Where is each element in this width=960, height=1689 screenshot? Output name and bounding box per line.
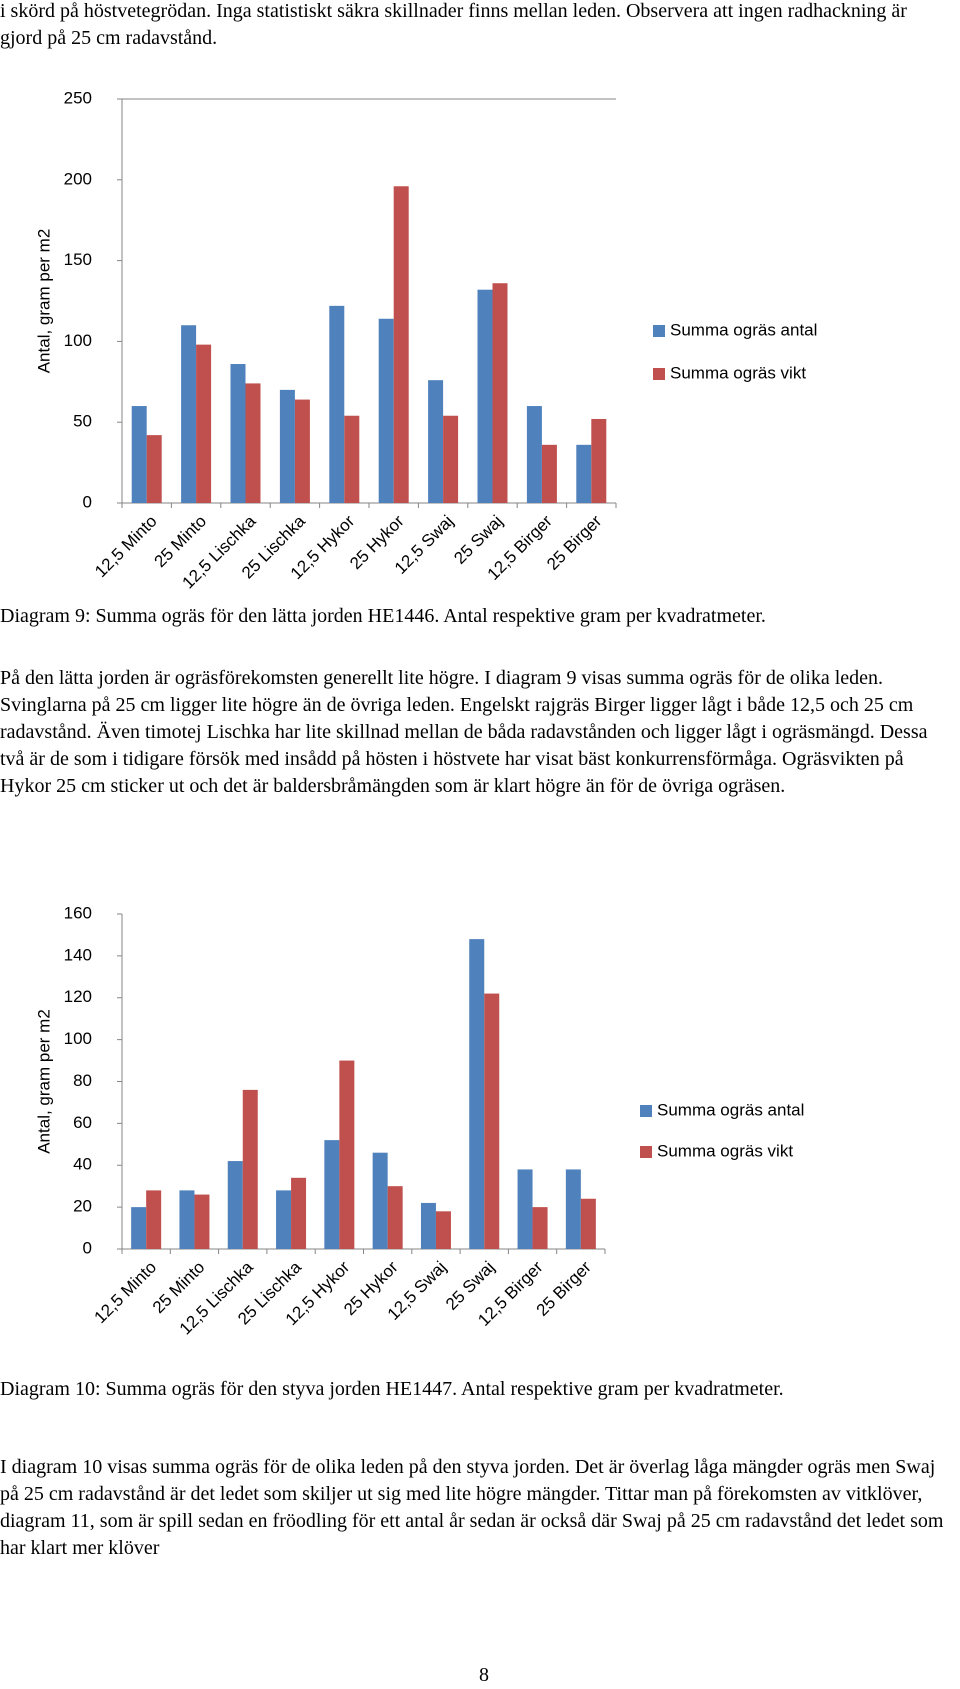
- bar: [242, 1089, 258, 1249]
- y-tick-label: 80: [73, 1071, 92, 1090]
- caption: Diagram 9: Summa ogräs för den lätta jor…: [0, 605, 766, 627]
- bar: [565, 1169, 581, 1249]
- y-tick-label: 60: [73, 1113, 92, 1132]
- x-tick-label: 25 Birger: [543, 511, 605, 573]
- x-tick-label: 12,5 Minto: [91, 1258, 161, 1328]
- bar: [526, 406, 542, 503]
- bar: [339, 1060, 355, 1249]
- bar: [435, 1211, 451, 1249]
- y-tick-label: 250: [64, 88, 92, 107]
- y-tick-label: 160: [64, 903, 92, 922]
- bar: [378, 318, 394, 503]
- bar: [387, 1186, 403, 1249]
- bar: [279, 389, 295, 503]
- y-axis-title: Antal, gram per m2: [34, 229, 53, 374]
- page-number: 8: [479, 1664, 489, 1686]
- chart: 0 50 100 150 200 250 Antal, gram per m2 12,5 Mi…: [34, 88, 817, 592]
- legend-swatch: [653, 368, 665, 380]
- caption: Diagram 10: Summa ogräs för den styva jo…: [0, 1378, 784, 1400]
- y-tick-label: 200: [64, 169, 92, 188]
- bar: [532, 1207, 548, 1249]
- bar: [146, 435, 162, 503]
- legend-label: Summa ogräs antal: [657, 1100, 804, 1119]
- bar: [477, 289, 493, 503]
- bar: [245, 383, 261, 503]
- bar: [591, 418, 607, 503]
- bar: [517, 1169, 533, 1249]
- bar: [324, 1140, 340, 1249]
- bar: [181, 325, 197, 503]
- bar: [329, 305, 345, 503]
- bar: [484, 993, 500, 1249]
- bar: [146, 1190, 162, 1249]
- chart: 0 20 40 60 80 100 120 140 160 Antal, gram per m2 1…: [34, 903, 804, 1338]
- paragraph: i skörd på höstvetegrödan. Inga statisti…: [0, 0, 907, 49]
- bar: [541, 444, 557, 503]
- y-tick-label: 0: [83, 1238, 92, 1257]
- y-tick-label: 140: [64, 945, 92, 964]
- bar: [131, 406, 147, 503]
- y-tick-label: 100: [64, 331, 92, 350]
- y-axis-title: Antal, gram per m2: [34, 1009, 53, 1154]
- bar: [576, 444, 592, 503]
- y-tick-label: 120: [64, 987, 92, 1006]
- x-tick-label: 12,5 Minto: [91, 512, 161, 582]
- bar: [227, 1161, 243, 1249]
- bar: [469, 939, 485, 1249]
- paragraph: I diagram 10 visas summa ogräs för de ol…: [0, 1456, 944, 1559]
- bar: [294, 399, 310, 503]
- bar: [428, 380, 444, 503]
- bar: [291, 1177, 307, 1249]
- bar: [372, 1152, 388, 1249]
- bar: [196, 344, 212, 503]
- legend-swatch: [640, 1105, 652, 1117]
- y-tick-label: 50: [73, 412, 92, 431]
- y-tick-label: 100: [64, 1029, 92, 1048]
- legend-swatch: [640, 1146, 652, 1158]
- legend-label: Summa ogräs antal: [670, 320, 817, 339]
- paragraph: På den lätta jorden är ogräsförekomsten …: [0, 667, 928, 797]
- y-tick-label: 20: [73, 1197, 92, 1216]
- bar: [131, 1207, 147, 1249]
- bar: [443, 415, 459, 503]
- bar: [230, 364, 246, 503]
- bar: [276, 1190, 292, 1249]
- bar: [194, 1194, 210, 1249]
- legend-swatch: [653, 325, 665, 337]
- y-tick-label: 150: [64, 250, 92, 269]
- bar: [179, 1190, 195, 1249]
- bar: [344, 415, 360, 503]
- y-tick-label: 40: [73, 1155, 92, 1174]
- y-tick-label: 0: [83, 492, 92, 511]
- bar: [393, 186, 409, 503]
- bar: [420, 1202, 436, 1249]
- bar: [580, 1198, 596, 1249]
- legend-label: Summa ogräs vikt: [670, 363, 806, 382]
- bar: [492, 283, 508, 503]
- legend-label: Summa ogräs vikt: [657, 1141, 793, 1160]
